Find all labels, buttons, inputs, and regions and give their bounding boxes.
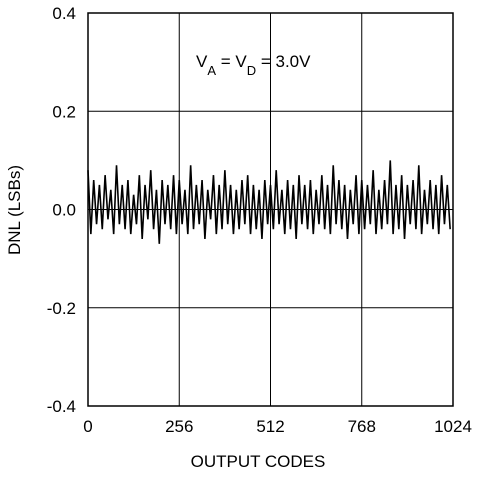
x-axis-label: OUTPUT CODES [191,452,326,471]
y-tick-label: 0.4 [52,4,76,23]
annotation-part: = 3.0V [256,52,311,71]
annotation-part: D [247,63,256,78]
x-tick-label: 1024 [434,417,472,436]
annotation-part: V [196,52,208,71]
y-tick-label: -0.2 [47,299,76,318]
x-tick-label: 768 [348,417,376,436]
y-axis-label: DNL (LSBs) [5,165,24,255]
x-tick-label: 0 [83,417,92,436]
x-tick-label: 256 [165,417,193,436]
y-tick-label: -0.4 [47,397,76,416]
y-tick-label: 0.2 [52,102,76,121]
annotation-part: = V [216,52,247,71]
annotation: VA = VD = 3.0V [196,52,311,78]
data-line [87,160,451,244]
y-tick-label: 0.0 [52,201,76,220]
annotation-part: A [207,63,216,78]
x-tick-label: 512 [256,417,284,436]
